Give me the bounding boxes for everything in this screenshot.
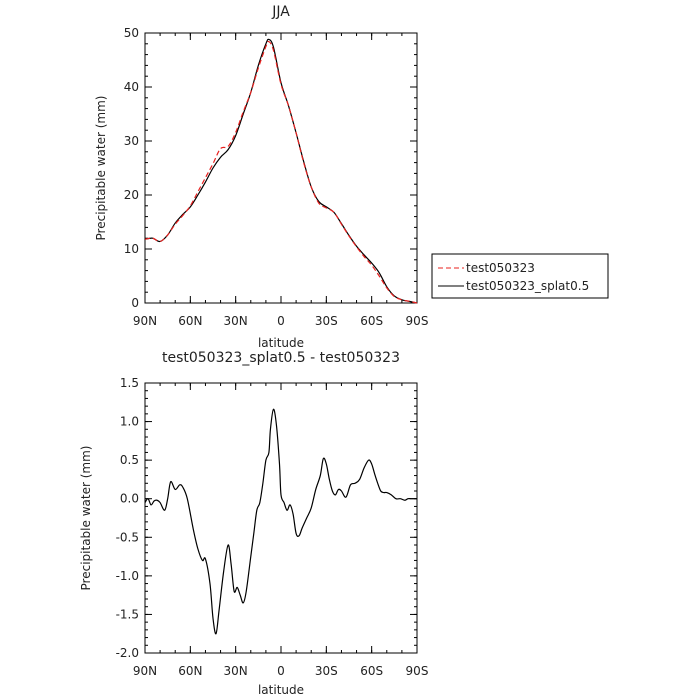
- top-y-axis-label: Precipitable water (mm): [94, 96, 108, 241]
- bottom-y-tick-label: -0.5: [116, 530, 139, 544]
- top-y-tick-label: 20: [124, 188, 139, 202]
- bottom-x-tick-label: 0: [277, 664, 285, 678]
- bottom-y-axis-label: Precipitable water (mm): [79, 446, 93, 591]
- legend-box: [431, 253, 609, 299]
- top-x-tick-label: 30N: [224, 314, 248, 328]
- top-x-tick-label: 30S: [315, 314, 338, 328]
- bottom-x-tick-label: 90N: [133, 664, 157, 678]
- top-y-tick-label: 10: [124, 242, 139, 256]
- bottom-x-tick-label: 90S: [406, 664, 429, 678]
- top-series-line-test050323-splat0-5: [144, 38, 418, 304]
- bottom-y-tick-label: -2.0: [116, 646, 139, 660]
- bottom-y-tick-label: 0.5: [120, 453, 139, 467]
- top-plot-frame: [144, 32, 418, 304]
- top-x-tick-label: 90N: [133, 314, 157, 328]
- top-y-tick-label: 0: [131, 296, 139, 310]
- top-y-tick-label: 50: [124, 26, 139, 40]
- top-chart-title: JJA: [271, 4, 290, 20]
- top-x-tick-label: 60N: [178, 314, 202, 328]
- bottom-x-axis-label: latitude: [258, 683, 304, 697]
- bottom-x-tick-label: 30S: [315, 664, 338, 678]
- top-x-tick-label: 0: [277, 314, 285, 328]
- top-x-tick-label: 60S: [360, 314, 383, 328]
- bottom-x-tick-label: 60S: [360, 664, 383, 678]
- bottom-x-tick-label: 30N: [224, 664, 248, 678]
- bottom-x-tick-label: 60N: [178, 664, 202, 678]
- top-y-tick-label: 40: [124, 80, 139, 94]
- bottom-y-tick-label: -1.0: [116, 569, 139, 583]
- bottom-y-tick-label: 1.5: [120, 376, 139, 390]
- bottom-y-tick-label: -1.5: [116, 607, 139, 621]
- top-y-tick-label: 30: [124, 134, 139, 148]
- top-series-line-test050323: [144, 40, 418, 304]
- bottom-y-tick-label: 0.0: [120, 492, 139, 506]
- bottom-y-tick-label: 1.0: [120, 415, 139, 429]
- top-x-axis-label: latitude: [258, 336, 304, 350]
- bottom-series-line-difference: [144, 408, 417, 635]
- bottom-plot-frame: [144, 382, 418, 654]
- legend-label-test050323-splat0-5: test050323_splat0.5: [466, 279, 589, 293]
- legend-label-test050323: test050323: [466, 261, 535, 275]
- bottom-chart-title: test050323_splat0.5 - test050323: [162, 350, 400, 366]
- top-x-tick-label: 90S: [406, 314, 429, 328]
